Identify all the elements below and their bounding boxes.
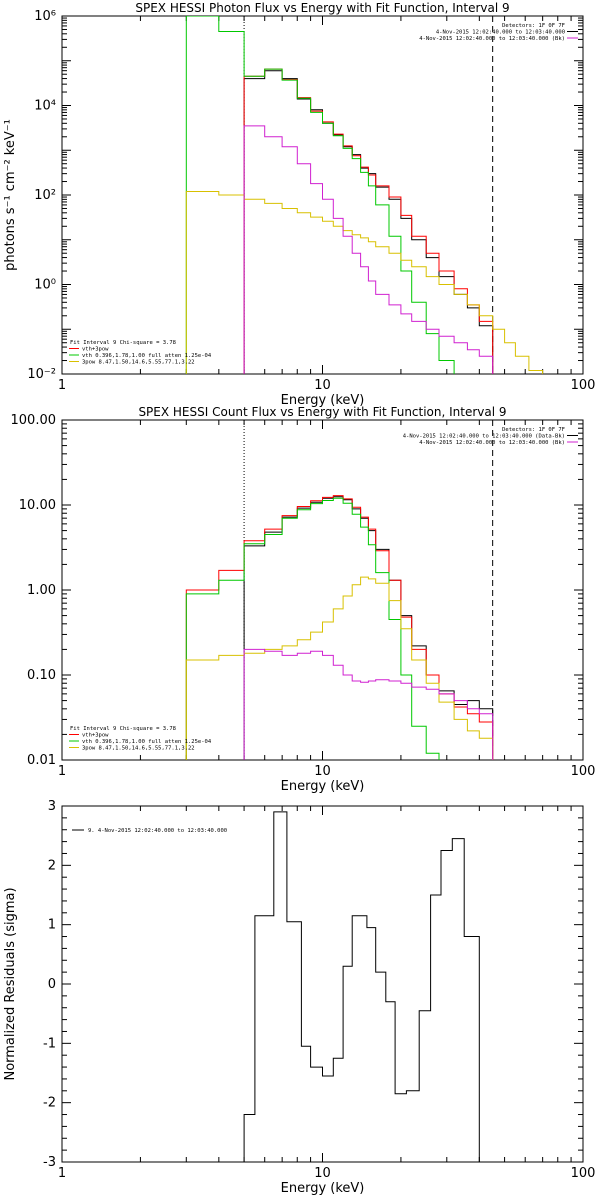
series-line-2	[185, 497, 440, 760]
x-tick-label: 10	[314, 764, 331, 779]
y-tick-label: 1.00	[27, 583, 56, 598]
legend-entry: 4-Nov-2015 12:02:40.000 to 12:03:40.000 …	[419, 440, 565, 446]
series-line-4	[243, 125, 494, 374]
y-axis-label: photons s⁻¹ cm⁻² keV⁻¹	[3, 119, 18, 271]
legend-entry: 4-Nov-2015 12:02:40.000 to 12:03:40.000	[436, 30, 565, 36]
y-tick-label: 10⁻²	[27, 367, 56, 382]
legend-entry: 9. 4-Nov-2015 12:02:40.000 to 12:03:40.0…	[88, 828, 227, 834]
x-tick-label: 100	[571, 764, 596, 779]
residuals-panel: 1 10 100 -3 -2 -1 0 1 2 3 Energy (keV) Normalized R…	[3, 799, 596, 1196]
count-flux-panel: SPEX HESSI Count Flux vs Energy with Fit…	[11, 405, 596, 794]
fit-legend-entry: Fit Interval 9 Chi-square = 3.78	[70, 340, 176, 346]
y-tick-label: 0.10	[27, 668, 56, 683]
photon-flux-panel: SPEX HESSI Photon Flux vs Energy with Fi…	[3, 1, 596, 408]
y-axis-label: Normalized Residuals (sigma)	[3, 887, 18, 1080]
x-tick-label: 1	[58, 378, 66, 393]
series-line-2	[185, 16, 455, 374]
x-axis-label: Energy (keV)	[281, 1181, 365, 1196]
chart-title: SPEX HESSI Count Flux vs Energy with Fit…	[138, 405, 506, 419]
x-tick-label: 1	[58, 764, 66, 779]
fit-legend-entry: vth+3pow	[82, 347, 109, 353]
legend-entry: 4-Nov-2015 12:02:40.000 to 12:03:40.000 …	[403, 434, 565, 440]
x-axis-label: Energy (keV)	[281, 779, 365, 794]
series-line-0	[243, 70, 494, 374]
y-tick-label: 10⁰	[34, 278, 56, 293]
fit-legend-entry: Fit Interval 9 Chi-square = 3.78	[70, 726, 176, 732]
fit-legend-entry: 3pow 8.47,1.50,14.6,5.55,77.1,3.22	[82, 360, 195, 366]
x-tick-label: 10	[314, 378, 331, 393]
y-tick-label: 0	[48, 977, 56, 992]
y-tick-label: 3	[48, 799, 56, 814]
y-tick-label: 2	[48, 858, 56, 873]
x-axis-label: Energy (keV)	[281, 393, 365, 408]
series-line-3	[185, 191, 544, 374]
x-tick-label: 100	[571, 1166, 596, 1181]
y-tick-label: -2	[43, 1096, 56, 1111]
y-tick-label: 10²	[34, 188, 56, 203]
y-tick-label: 10⁴	[34, 99, 56, 114]
y-tick-label: -3	[43, 1155, 56, 1170]
y-tick-label: 100.00	[11, 413, 57, 428]
plot-frame	[61, 419, 584, 761]
plot-frame	[61, 805, 584, 1163]
series-line-1	[243, 68, 494, 374]
y-tick-label: 10.00	[19, 498, 56, 513]
series-line-0	[243, 811, 480, 1162]
y-tick-label: 1	[48, 918, 56, 933]
fit-legend-entry: 3pow 8.47,1.50,14.6,5.55,77.1,3.22	[82, 746, 195, 752]
legend-entry: Detectors: 1F 0F 7F	[502, 427, 565, 433]
fit-legend-entry: vth+3pow	[82, 733, 109, 739]
y-tick-label: 0.01	[27, 753, 56, 768]
legend-entry: Detectors: 1F 0F 7F	[502, 23, 565, 29]
fit-legend-entry: vth 0.396,1.78,1.00 full atten 1.25e-04	[82, 353, 212, 359]
legend-entry: 4-Nov-2015 12:02:40.000 to 12:03:40.000 …	[419, 36, 565, 42]
series-line-4	[243, 648, 494, 760]
x-tick-label: 1	[58, 1166, 66, 1181]
y-tick-label: -1	[43, 1036, 56, 1051]
x-tick-label: 100	[571, 378, 596, 393]
x-tick-label: 10	[314, 1166, 331, 1181]
series-line-3	[185, 576, 494, 760]
chart-title: SPEX HESSI Photon Flux vs Energy with Fi…	[135, 1, 509, 15]
fit-legend-entry: vth 0.396,1.78,1.00 full atten 1.25e-04	[82, 739, 212, 745]
y-tick-label: 10⁶	[34, 9, 56, 24]
